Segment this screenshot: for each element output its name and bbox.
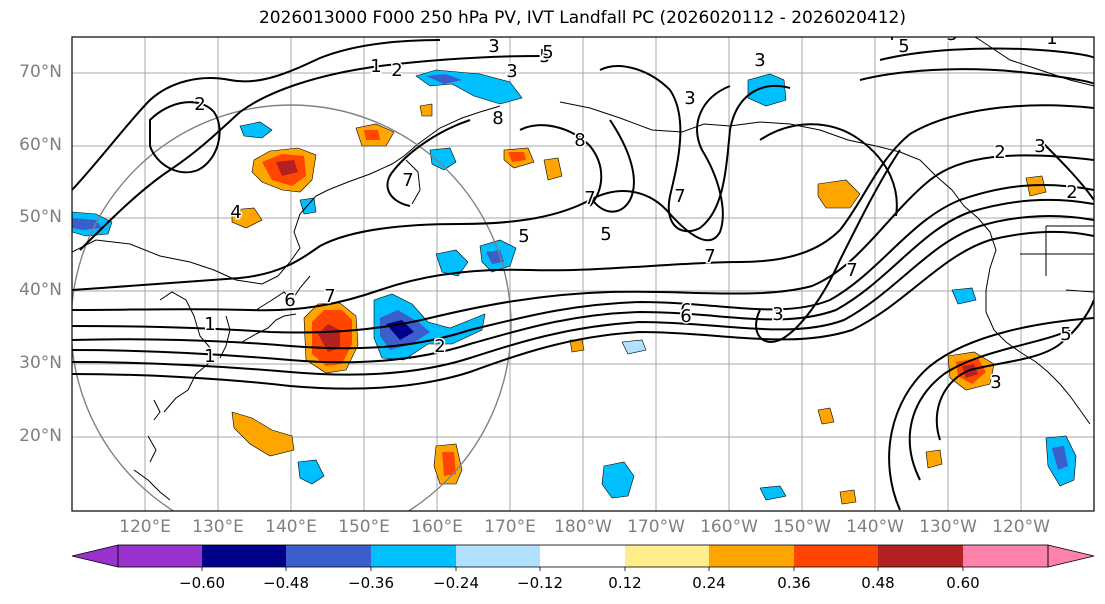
contour-label: 3 <box>1034 136 1045 157</box>
contour-label: 7 <box>846 260 857 281</box>
lon-label-160e: 160°E <box>411 517 463 537</box>
colorbar-extend-low <box>71 544 119 568</box>
colorbar <box>71 544 1095 571</box>
contour-label: 1 <box>1046 28 1057 49</box>
contour-label: 8 <box>574 130 585 151</box>
contour-label: 2 <box>391 60 402 81</box>
lon-label-120e: 120°E <box>119 517 171 537</box>
contour-label: 2 <box>994 142 1005 163</box>
contour-label: 3 <box>684 88 695 109</box>
lon-label-150e: 150°E <box>338 517 390 537</box>
colorbar-bin-3 <box>286 545 371 567</box>
contour-label: 1 <box>204 346 215 367</box>
colorbar-tick-label: −0.48 <box>263 574 309 592</box>
lat-label-70n: 70°N <box>19 62 62 82</box>
colorbar-bin-5 <box>456 545 540 567</box>
coastlines <box>72 37 1094 501</box>
contour-label: 6 <box>680 306 691 327</box>
lon-label-170w: 170°W <box>627 517 685 537</box>
contour-label: 7 <box>704 246 715 267</box>
colorbar-tick-label: 0.24 <box>692 574 726 592</box>
contour-label: 6 <box>284 290 295 311</box>
lon-label-180w: 180°W <box>554 517 612 537</box>
lon-label-140w: 140°W <box>846 517 904 537</box>
colorbar-tick-label: 0.36 <box>777 574 811 592</box>
contour-label: 3 <box>990 372 1001 393</box>
contour-label: 4 <box>230 202 241 223</box>
map-title: 2026013000 F000 250 hPa PV, IVT Landfall… <box>258 8 906 28</box>
lon-label-140e: 140°E <box>265 517 317 537</box>
contour-label: 5 <box>600 224 611 245</box>
colorbar-extend-high <box>1047 544 1095 568</box>
colorbar-bin-9 <box>794 545 878 567</box>
colorbar-tick-label: −0.24 <box>433 574 479 592</box>
colorbar-tick-label: −0.12 <box>517 574 563 592</box>
lat-label-30n: 30°N <box>19 353 62 373</box>
contour-label: 3 <box>506 61 517 82</box>
colorbar-tick-label: 0.48 <box>861 574 895 592</box>
colorbar-outline <box>117 544 1049 568</box>
contour-label: 7 <box>324 286 335 307</box>
contour-label: 1 <box>204 314 215 335</box>
contour-label: 3 <box>946 24 957 45</box>
colorbar-tick-label: −0.36 <box>348 574 394 592</box>
colorbar-bin-11 <box>963 545 1048 567</box>
lon-label-120w: 120°W <box>992 517 1050 537</box>
lon-label-150w: 150°W <box>773 517 831 537</box>
lat-label-20n: 20°N <box>19 426 62 446</box>
lon-label-160w: 160°W <box>700 517 758 537</box>
map-frame <box>71 36 1095 512</box>
pv-contours <box>72 39 1094 511</box>
contour-label: 5 <box>542 42 553 63</box>
contour-label: 7 <box>402 170 413 191</box>
contour-label: 2 <box>1066 182 1077 203</box>
contour-label: 6 <box>680 300 691 321</box>
colorbar-bin-6 <box>540 545 625 567</box>
contour-label: 5 <box>898 36 909 57</box>
colorbar-bin-8 <box>709 545 794 567</box>
contour-label: 7 <box>584 188 595 209</box>
contour-label: 3 <box>772 304 783 325</box>
contour-label: 2 <box>434 336 445 357</box>
colorbar-bin-1 <box>118 545 202 567</box>
colorbar-tick-label: 0.60 <box>946 574 980 592</box>
colorbar-bin-2 <box>202 545 286 567</box>
colorbar-bin-7 <box>625 545 709 567</box>
lat-label-40n: 40°N <box>19 280 62 300</box>
colorbar-tick-label: 0.12 <box>608 574 642 592</box>
lat-label-60n: 60°N <box>19 135 62 155</box>
contour-label: 2 <box>194 94 205 115</box>
lon-label-130w: 130°W <box>919 517 977 537</box>
contour-label: 5 <box>1060 324 1071 345</box>
ivt-positive-south <box>231 411 295 457</box>
lon-label-170e: 170°E <box>484 517 536 537</box>
gridlines <box>72 37 1094 511</box>
contour-label: 3 <box>488 36 499 57</box>
great-circle-ring <box>72 104 512 511</box>
contour-label: 5 <box>518 226 529 247</box>
contour-label: 7 <box>674 186 685 207</box>
lon-label-130e: 130°E <box>192 517 244 537</box>
contour-label: 3 <box>754 50 765 71</box>
contour-label: 5 <box>539 46 550 67</box>
contour-label: 1 <box>370 56 381 77</box>
colorbar-bin-4 <box>371 545 456 567</box>
ivt-anomaly-fills <box>72 69 1077 505</box>
colorbar-bin-10 <box>878 545 963 567</box>
contour-label: 8 <box>492 108 503 129</box>
lat-label-50n: 50°N <box>19 207 62 227</box>
colorbar-tick-label: −0.60 <box>179 574 225 592</box>
contour-label: 4 <box>884 24 895 45</box>
